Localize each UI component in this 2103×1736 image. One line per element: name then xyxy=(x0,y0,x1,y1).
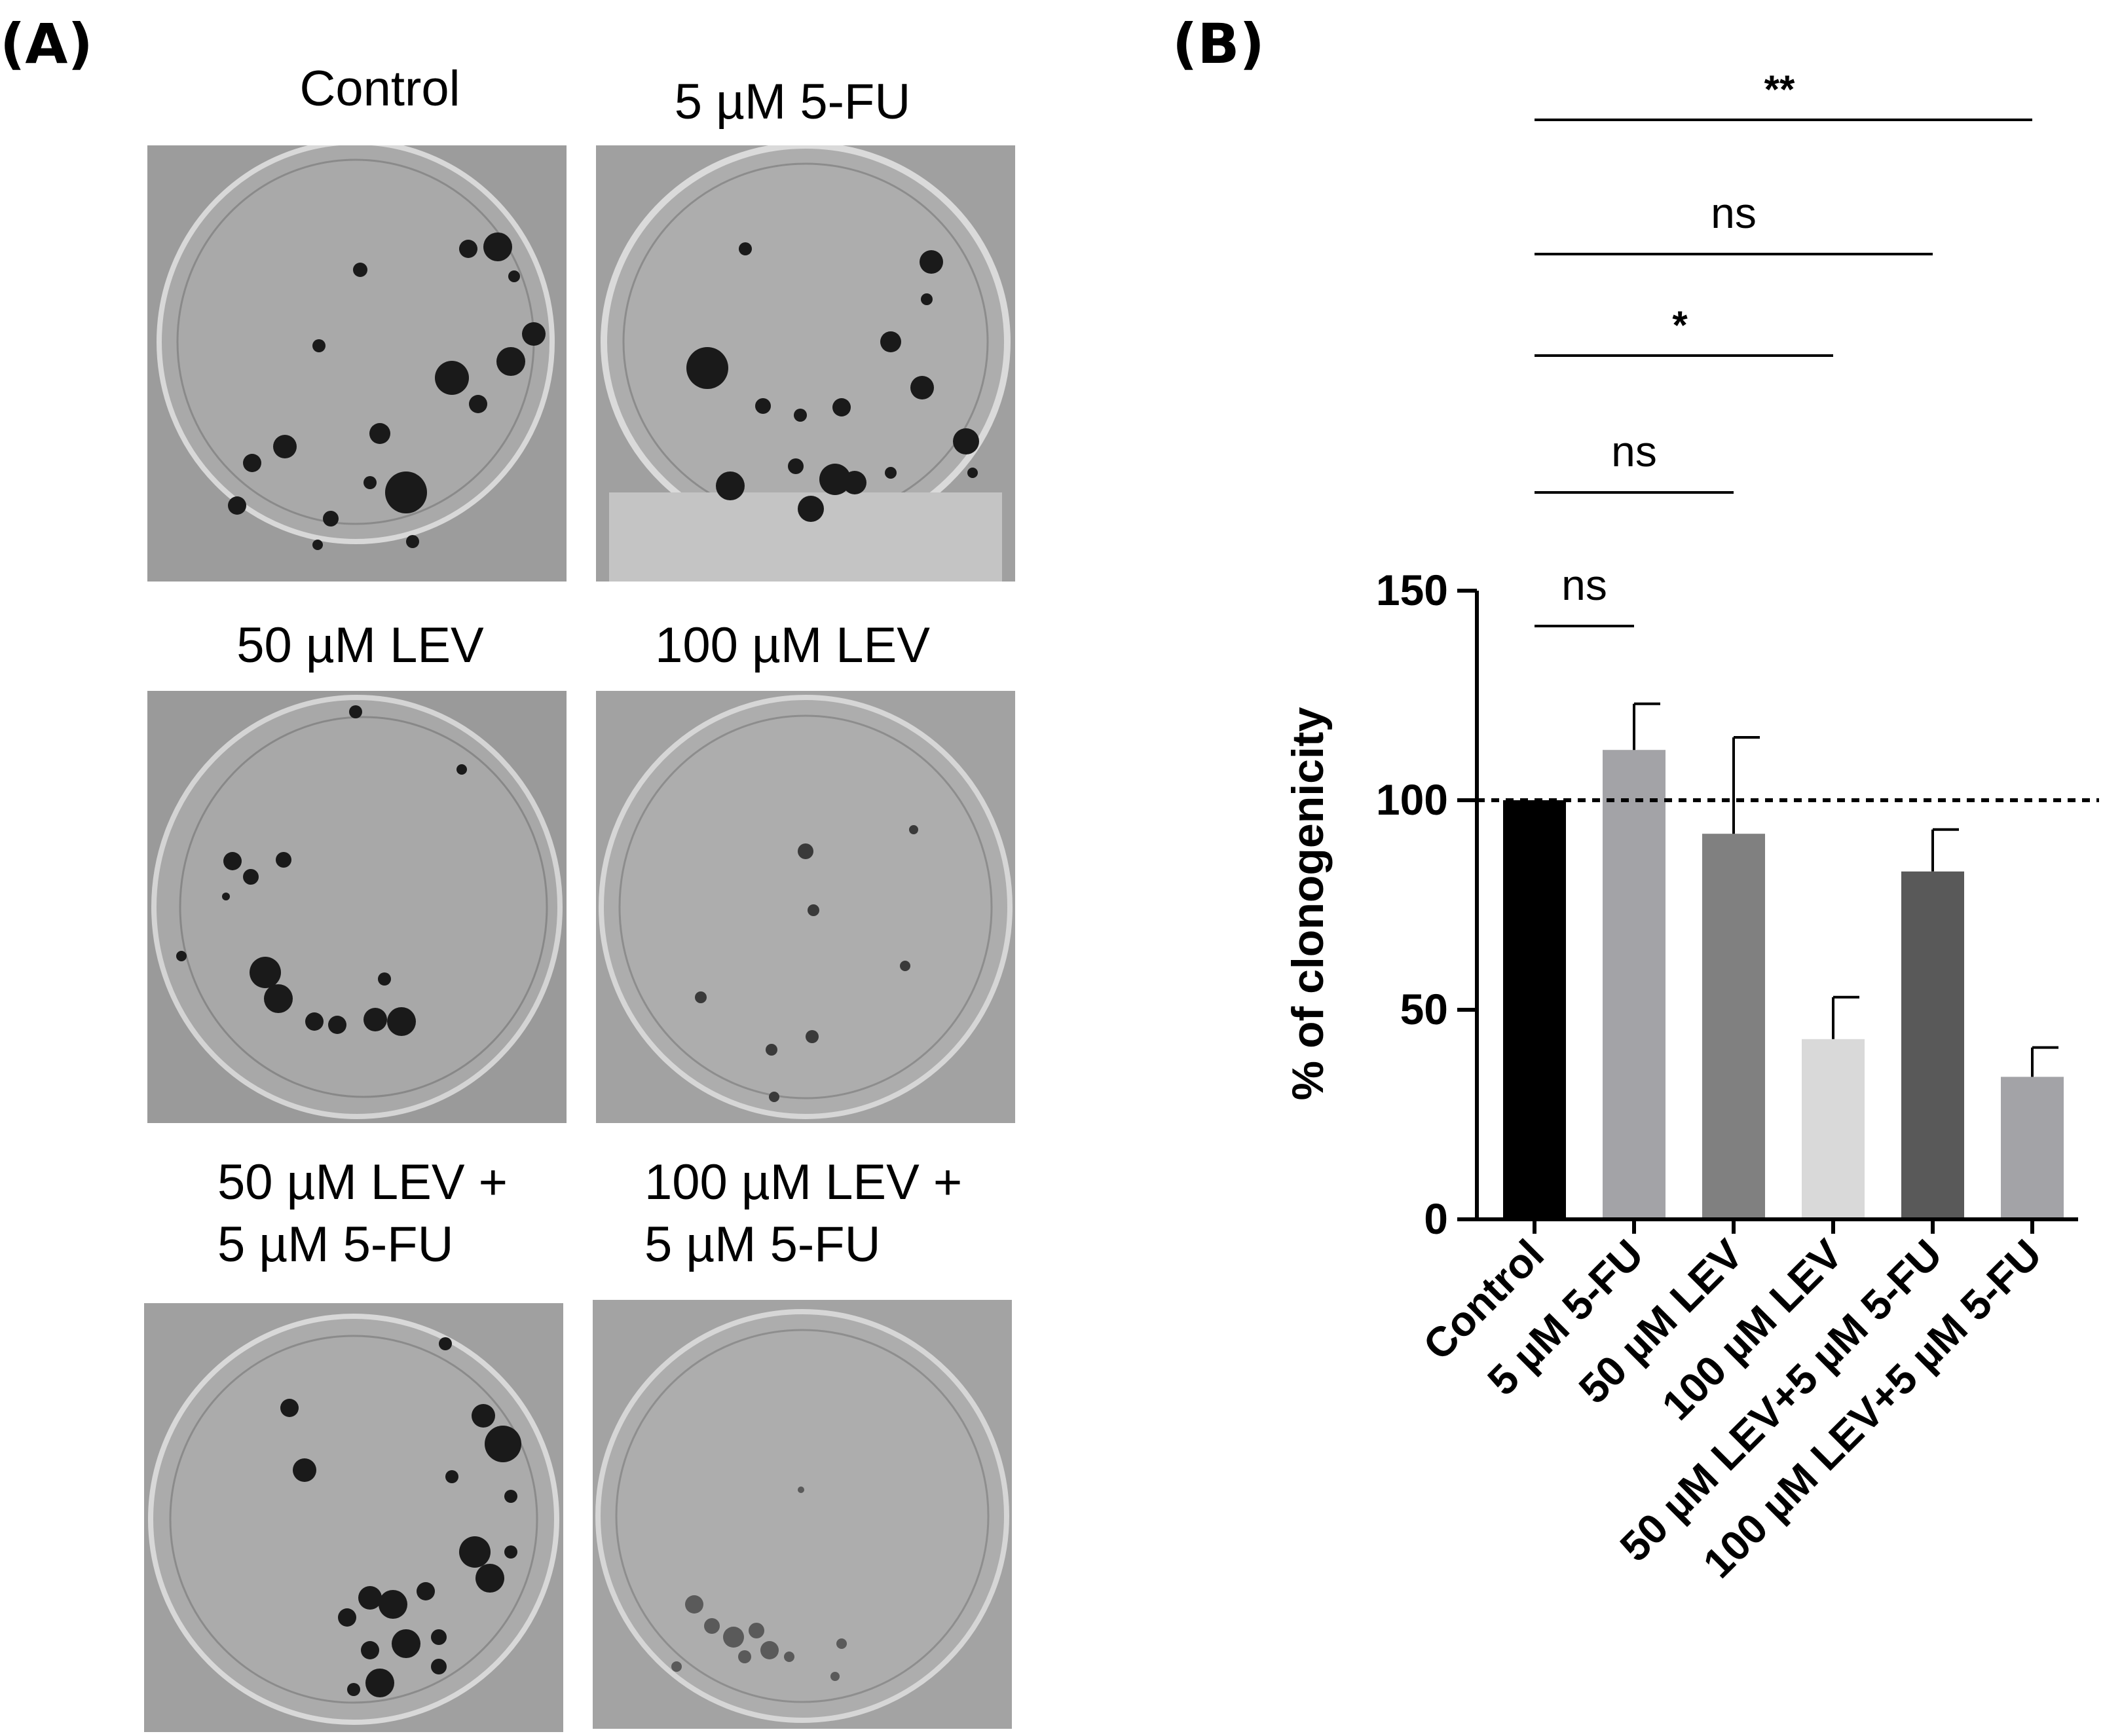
dish-photo-50lev xyxy=(147,691,567,1123)
y-tick-label-50: 50 xyxy=(1400,985,1448,1033)
error-bar-5 xyxy=(1931,828,1959,872)
dish-photo-control xyxy=(147,145,567,582)
error-bar-3 xyxy=(1732,736,1760,834)
sig-label-2: ns xyxy=(1611,427,1657,475)
sig-label-1: ns xyxy=(1561,561,1607,609)
panel-b-label: (B) xyxy=(1172,12,1265,76)
bar-5 xyxy=(1901,871,1964,1219)
y-tick-label-100: 100 xyxy=(1376,775,1448,824)
caption-5fu: 5 µM 5-FU xyxy=(674,74,911,130)
bars xyxy=(1503,702,2064,1219)
bar-1 xyxy=(1503,800,1566,1219)
axes xyxy=(1475,591,2078,1234)
y-axis-label: % of clonogenicity xyxy=(1283,707,1333,1100)
panel-a-label: (A) xyxy=(0,12,93,76)
caption-50lev-5fu-text: 50 µM LEV + 5 µM 5-FU xyxy=(217,1154,508,1272)
caption-control: Control xyxy=(299,61,460,117)
sig-label-3: * xyxy=(1672,303,1688,347)
bar-2 xyxy=(1603,750,1666,1219)
dish-photo-50lev-5fu xyxy=(144,1303,563,1732)
dish-photo-5fu xyxy=(596,145,1015,582)
y-tick-label-0: 0 xyxy=(1424,1194,1448,1243)
sig-label-5: ** xyxy=(1764,67,1795,111)
caption-50lev: 50 µM LEV xyxy=(236,618,484,673)
bar-4 xyxy=(1802,1039,1865,1219)
sig-label-4: ns xyxy=(1711,189,1757,237)
error-bar-6 xyxy=(2031,1046,2058,1077)
error-bar-4 xyxy=(1832,995,1859,1039)
caption-50lev-5fu: 50 µM LEV + 5 µM 5-FU xyxy=(217,1151,508,1276)
y-tick-label-150: 150 xyxy=(1376,566,1448,614)
dish-photo-100lev xyxy=(596,691,1015,1123)
caption-100lev-5fu-text: 100 µM LEV + 5 µM 5-FU xyxy=(644,1154,963,1272)
caption-100lev: 100 µM LEV xyxy=(655,618,930,673)
significance-brackets: ns ns * ns ** xyxy=(1535,67,2032,627)
y-ticks: 0 50 100 150 xyxy=(1376,566,1477,1243)
dish-photo-100lev-5fu xyxy=(593,1300,1012,1729)
error-bar-2 xyxy=(1633,702,1660,750)
bar-6 xyxy=(2001,1077,2064,1219)
caption-100lev-5fu: 100 µM LEV + 5 µM 5-FU xyxy=(644,1151,962,1276)
bar-3 xyxy=(1702,834,1765,1219)
